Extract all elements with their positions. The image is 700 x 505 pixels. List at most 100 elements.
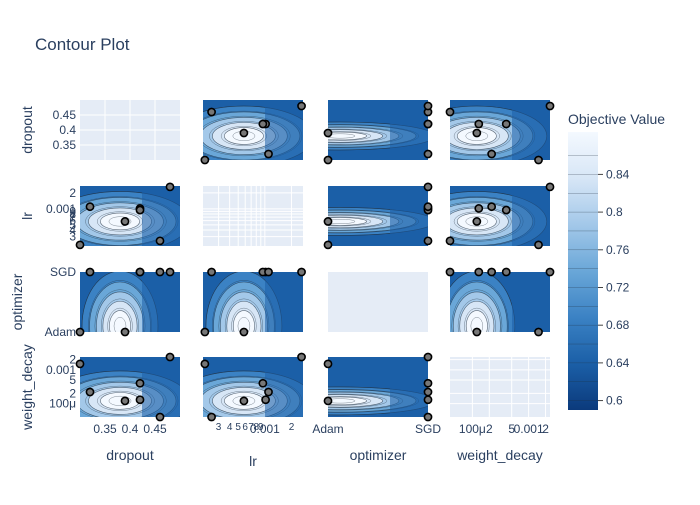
x-tick-lr-0: 3 (216, 422, 222, 433)
contour-dark-band (142, 186, 180, 246)
x-tick-dropout-0: 0.35 (93, 422, 117, 436)
trial-marker-5 (534, 327, 543, 337)
contour-line (328, 386, 428, 416)
contour-dark-band (512, 272, 550, 332)
y-tick-lr-2: 5 (69, 218, 76, 232)
contour-level-5 (328, 217, 367, 226)
trial-marker-2 (120, 327, 130, 337)
trial-markers (445, 182, 555, 250)
trial-marker-6 (165, 352, 175, 362)
trial-markers (75, 182, 175, 250)
trial-marker-7 (85, 267, 95, 277)
y-tick-lr-3: 6 (69, 214, 76, 228)
panel-background (203, 186, 303, 246)
panel-lr-vs-optimizer (323, 182, 433, 250)
trial-marker-1 (207, 412, 216, 422)
trial-marker-5 (323, 359, 333, 369)
contour-line (451, 289, 503, 332)
trial-marker-1 (423, 236, 433, 246)
trial-markers (323, 101, 433, 165)
trial-marker-5 (200, 155, 210, 165)
contour-layer (328, 100, 428, 160)
contour-layer (328, 186, 428, 246)
contour-dark-band (265, 357, 303, 417)
colorbar-tick-1: 0.64 (606, 356, 630, 370)
chart-title: Contour Plot (35, 35, 130, 54)
trial-marker-1 (445, 267, 455, 277)
contour-line (80, 370, 180, 417)
panel-lr-vs-lr (203, 186, 303, 246)
contour-line (108, 395, 132, 406)
contour-line (101, 298, 139, 332)
y-tick-lr-6: 9 (69, 204, 76, 218)
trial-marker-3 (474, 204, 484, 213)
trial-marker-7 (264, 267, 273, 277)
y-tick-weight_decay-4: 2 (69, 353, 76, 367)
panel-grid (203, 186, 303, 246)
trial-marker-1 (155, 267, 165, 277)
trial-marker-5 (75, 327, 85, 337)
contour-line (457, 298, 496, 332)
contour-line (328, 133, 356, 139)
contour-line (328, 396, 372, 406)
contour-line (470, 317, 484, 332)
contour-line (328, 207, 428, 236)
contour-dark-band (265, 100, 303, 160)
trial-marker-5 (534, 155, 543, 165)
panel-dropout-vs-dropout (80, 100, 180, 160)
contour-layer (203, 100, 303, 160)
panel-lr-vs-weight_decay (445, 182, 555, 250)
trial-marker-6 (165, 267, 175, 277)
contour-line (328, 128, 388, 144)
contour-line (328, 393, 388, 409)
trial-marker-4 (423, 119, 433, 129)
x-axis-title-optimizer: optimizer (350, 447, 407, 463)
row-axis-labels: dropout 0.350.40.45lr34567890.0012optimiz… (9, 106, 76, 431)
contour-line (107, 307, 133, 332)
trial-marker-5 (323, 155, 333, 165)
contour-level-5 (109, 310, 131, 332)
y-tick-lr-4: 7 (69, 210, 76, 224)
contour-line (328, 219, 356, 224)
trial-marker-2 (323, 217, 333, 226)
contour-layer (450, 100, 550, 160)
contour-dark-band (265, 272, 303, 332)
x-tick-weight_decay-4: 2 (542, 422, 549, 436)
colorbar-tick-3: 0.72 (606, 280, 630, 294)
trial-marker-3 (474, 119, 484, 129)
colorbar-tick-4: 0.76 (606, 243, 630, 257)
x-tick-lr-2: 5 (235, 422, 241, 433)
x-tick-weight_decay-0: 100μ (459, 422, 486, 436)
contour-line (465, 216, 489, 227)
panel-weight_decay-vs-weight_decay (450, 357, 550, 417)
trial-marker-7 (423, 387, 433, 397)
trial-marker-2 (239, 396, 249, 406)
x-tick-optimizer-0: Adam (312, 422, 343, 436)
contour-line (464, 307, 490, 332)
trial-marker-6 (423, 352, 433, 362)
trial-marker-6 (297, 352, 306, 362)
contour-level-5 (465, 310, 488, 332)
trial-marker-1 (207, 107, 216, 117)
contour-line (328, 214, 388, 229)
trial-marker-6 (545, 101, 555, 111)
trial-marker-7 (264, 149, 273, 159)
trial-marker-3 (423, 395, 433, 405)
trial-markers (323, 182, 433, 250)
y-tick-lr-5: 8 (69, 207, 76, 221)
panels-layer (75, 100, 555, 422)
trial-marker-4 (135, 267, 145, 277)
contour-line (80, 191, 180, 246)
y-tick-weight_decay-0: 100μ (49, 397, 76, 411)
contour-line (203, 370, 303, 417)
trial-markers (445, 101, 555, 165)
trial-marker-7 (423, 202, 433, 212)
contour-dark-band (390, 100, 428, 160)
panel-weight_decay-vs-lr (200, 352, 306, 422)
trial-marker-7 (487, 202, 497, 212)
contour-dark-band (142, 357, 180, 417)
contour-line (231, 307, 257, 332)
trial-marker-6 (423, 182, 433, 192)
